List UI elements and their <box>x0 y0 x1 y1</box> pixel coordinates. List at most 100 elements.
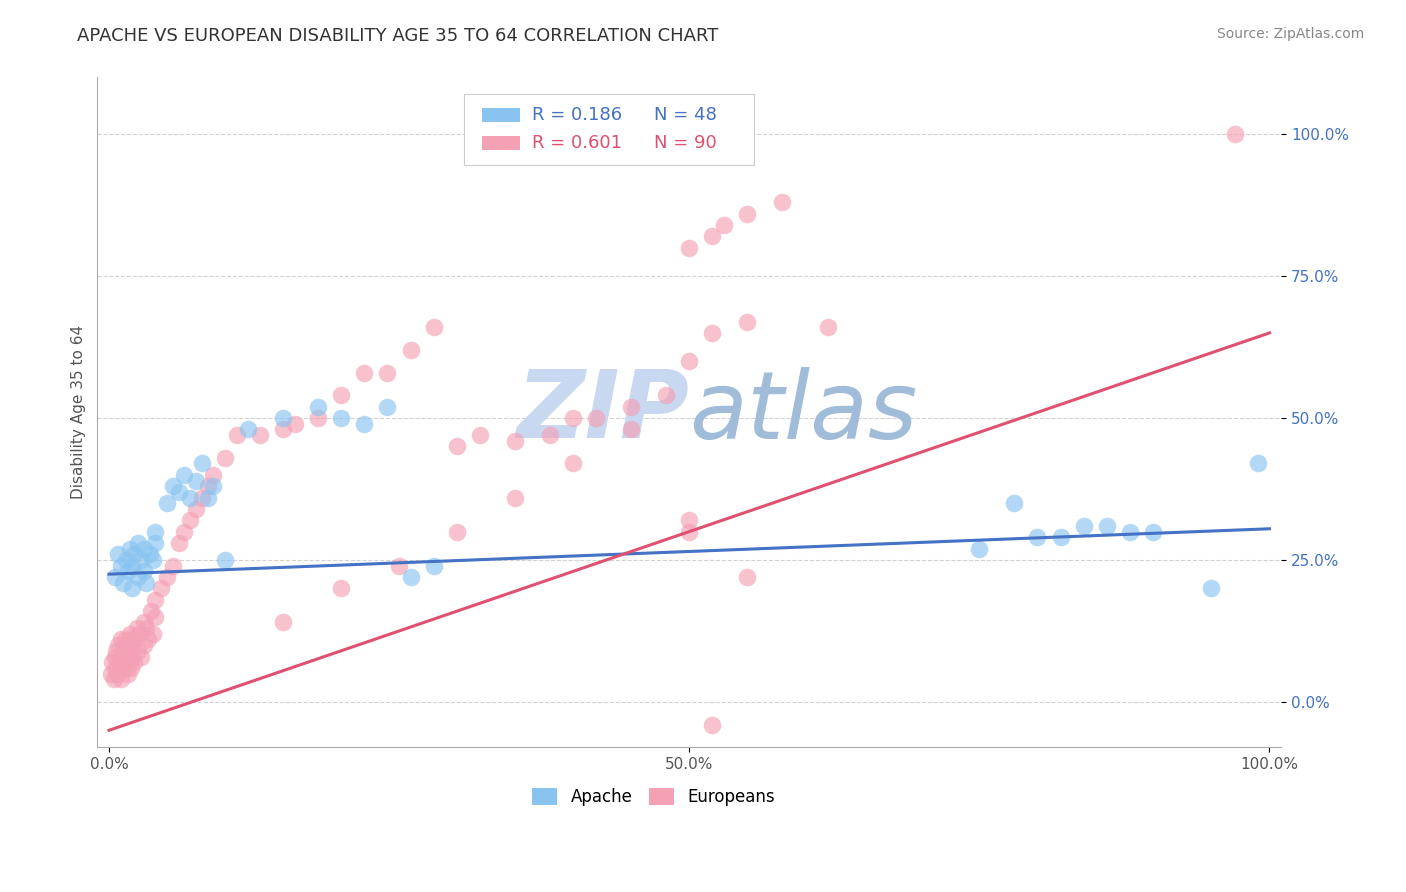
Point <box>124 655 146 669</box>
Point <box>423 320 446 334</box>
Point <box>132 638 155 652</box>
Point <box>108 661 131 675</box>
Point <box>1223 127 1246 141</box>
Point <box>238 422 260 436</box>
Point <box>145 592 167 607</box>
Point <box>353 366 375 380</box>
Point <box>167 484 190 499</box>
Point <box>330 388 353 402</box>
Point <box>713 218 735 232</box>
Text: R = 0.601: R = 0.601 <box>531 135 621 153</box>
Point <box>1247 457 1270 471</box>
Point <box>117 666 139 681</box>
Point <box>214 553 236 567</box>
Point <box>111 644 134 658</box>
Point <box>562 457 585 471</box>
Point <box>124 632 146 647</box>
Point <box>184 502 207 516</box>
Point <box>107 638 129 652</box>
Point <box>110 649 132 664</box>
Point <box>121 649 143 664</box>
Point <box>470 428 492 442</box>
Point <box>156 496 179 510</box>
Point <box>735 314 758 328</box>
Point <box>271 411 294 425</box>
Point <box>120 661 142 675</box>
Point <box>271 422 294 436</box>
Point <box>162 479 184 493</box>
Point <box>330 582 353 596</box>
Point <box>142 553 165 567</box>
Text: Source: ZipAtlas.com: Source: ZipAtlas.com <box>1216 27 1364 41</box>
Bar <box>482 136 520 151</box>
Point <box>503 434 526 448</box>
FancyBboxPatch shape <box>464 95 755 164</box>
Point <box>399 570 422 584</box>
Point <box>735 207 758 221</box>
Text: atlas: atlas <box>689 367 918 458</box>
Point <box>202 467 225 482</box>
Point <box>145 609 167 624</box>
Point <box>702 326 724 340</box>
Point <box>388 558 411 573</box>
Point <box>138 547 160 561</box>
Point <box>1119 524 1142 539</box>
Point <box>121 582 143 596</box>
Point <box>107 655 129 669</box>
Point <box>107 547 129 561</box>
Point <box>184 474 207 488</box>
Point <box>307 411 329 425</box>
Point <box>179 513 201 527</box>
Point <box>179 491 201 505</box>
Point <box>702 717 724 731</box>
Point <box>115 632 138 647</box>
Point <box>202 479 225 493</box>
Point <box>104 644 127 658</box>
Point <box>111 655 134 669</box>
Bar <box>482 108 520 122</box>
Point <box>104 661 127 675</box>
Legend: Apache, Europeans: Apache, Europeans <box>526 781 782 813</box>
Point <box>770 195 793 210</box>
Point <box>817 320 839 334</box>
Text: ZIP: ZIP <box>516 367 689 458</box>
Point <box>1002 496 1025 510</box>
Point <box>135 621 157 635</box>
Point <box>104 649 127 664</box>
Point <box>118 627 141 641</box>
Point <box>139 604 162 618</box>
Point <box>330 411 353 425</box>
Point <box>127 570 149 584</box>
Point <box>173 467 195 482</box>
Point <box>115 649 138 664</box>
Point <box>110 632 132 647</box>
Point <box>127 644 149 658</box>
Point <box>132 615 155 630</box>
Point <box>128 627 150 641</box>
Point <box>271 615 294 630</box>
Point <box>191 457 214 471</box>
Point <box>167 536 190 550</box>
Point <box>1026 530 1049 544</box>
Point <box>104 570 127 584</box>
Point <box>307 400 329 414</box>
Point <box>112 638 135 652</box>
Point <box>197 491 219 505</box>
Point <box>115 553 138 567</box>
Point <box>214 450 236 465</box>
Point <box>678 513 700 527</box>
Point <box>118 644 141 658</box>
Point <box>103 672 125 686</box>
Point <box>135 575 157 590</box>
Point <box>446 524 468 539</box>
Point <box>585 411 607 425</box>
Point <box>562 411 585 425</box>
Point <box>503 491 526 505</box>
Point <box>191 491 214 505</box>
Point <box>117 565 139 579</box>
Point <box>249 428 271 442</box>
Point <box>110 672 132 686</box>
Point <box>225 428 247 442</box>
Point <box>114 661 136 675</box>
Point <box>1142 524 1164 539</box>
